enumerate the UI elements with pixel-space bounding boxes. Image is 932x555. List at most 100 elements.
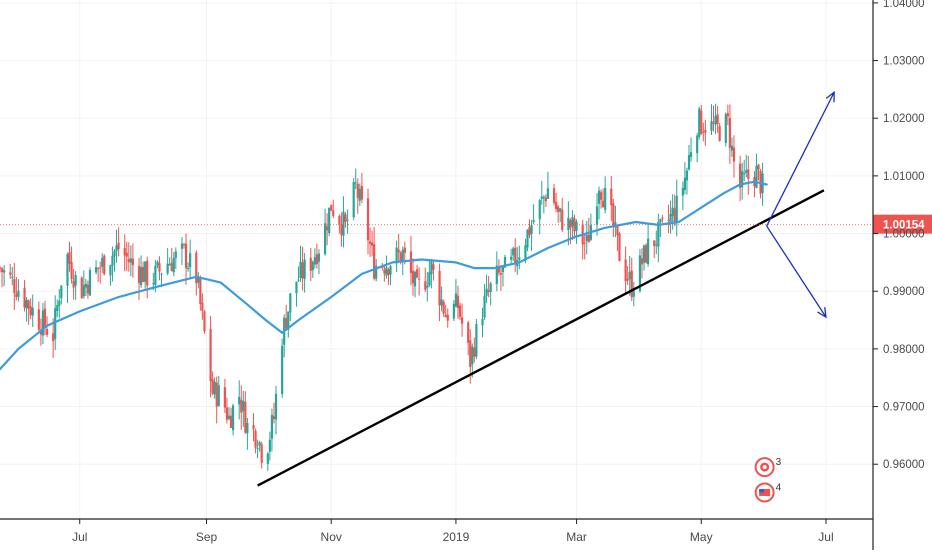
candle-body (240, 399, 243, 413)
candle-body (604, 187, 607, 210)
candle-body (561, 209, 564, 230)
candle-body (39, 330, 42, 335)
candle-body (487, 290, 490, 293)
projection-arrow-head-up (825, 90, 835, 103)
candle-body (137, 265, 141, 283)
candle-body (442, 301, 445, 314)
candle-body (37, 309, 40, 330)
moving-average-line (0, 180, 768, 371)
candle-body (755, 165, 758, 189)
candle-body (338, 216, 341, 226)
candle-body (653, 240, 656, 247)
candle-body (115, 245, 118, 252)
candle-body (252, 425, 255, 430)
candle-body (557, 206, 560, 213)
projection-arrow-head-down (817, 307, 827, 319)
candle-body (225, 407, 229, 420)
candle-body (299, 261, 302, 278)
candle-body (72, 280, 75, 288)
candle-body (745, 170, 748, 173)
candle-body (309, 257, 312, 271)
grid (0, 0, 873, 519)
candle-body (432, 264, 435, 270)
x-tick-label: 2019 (443, 530, 470, 544)
candle-body (559, 208, 562, 212)
candle-body (544, 197, 547, 202)
candle-body (644, 245, 648, 263)
candle-body (696, 135, 699, 154)
event-count-label: 3 (776, 457, 782, 468)
alert-event-marker[interactable]: 3 (754, 457, 782, 478)
candle-body (88, 270, 92, 296)
projection-arrow-up[interactable] (766, 91, 835, 227)
candle-body (160, 273, 163, 275)
candle-body (215, 382, 218, 407)
event-markers[interactable]: 34 (754, 457, 782, 503)
candle-body (29, 306, 32, 316)
candle-body (45, 329, 49, 335)
candle-body (638, 255, 642, 292)
projection-arrow-down[interactable] (766, 225, 827, 318)
candle-body (82, 285, 85, 297)
x-tick-label: Jul (818, 530, 833, 544)
candle-body (217, 385, 220, 406)
x-tick-label: May (690, 530, 713, 544)
candle-body (301, 262, 304, 279)
last-price-badge (873, 214, 932, 234)
candle-body (354, 182, 357, 184)
candle-body (172, 258, 175, 273)
candle-body (231, 405, 235, 431)
candle-body (58, 300, 61, 306)
candle-body (94, 267, 98, 273)
candle-body (340, 224, 343, 235)
candle-body (599, 192, 603, 200)
candle-body (512, 248, 515, 256)
candle-body (628, 271, 631, 280)
candle-body (203, 311, 206, 332)
candle-body (131, 258, 134, 266)
candle-body (285, 318, 288, 329)
candle-body (444, 314, 447, 318)
candle-body (184, 243, 188, 269)
candle-body (109, 265, 112, 276)
candle-body (743, 173, 746, 175)
candle-body (587, 234, 590, 243)
candle-body (195, 252, 198, 284)
candle-body (526, 229, 529, 248)
candle-body (475, 324, 478, 357)
candle-body (495, 265, 498, 284)
candle-body (227, 415, 231, 419)
candle-body (542, 196, 545, 199)
candle-body (409, 251, 413, 273)
candle-body (540, 196, 543, 199)
candle-body (166, 263, 169, 274)
candle-body (460, 317, 464, 324)
candle-body (103, 255, 106, 275)
candle-body (270, 414, 274, 439)
candle-body (352, 181, 355, 218)
candle-body (389, 266, 392, 275)
candle-body (182, 244, 186, 246)
candle-body (70, 261, 73, 279)
us-event-marker[interactable]: 4 (754, 482, 782, 503)
candle-body (642, 245, 646, 263)
candle-body (483, 295, 486, 318)
candle-body (197, 277, 200, 283)
candle-body (211, 379, 214, 394)
candle-body (514, 247, 517, 264)
candle-body (597, 190, 601, 204)
candle-body (497, 267, 500, 273)
candle-body (254, 430, 257, 448)
support-trendline[interactable] (257, 189, 825, 487)
candle-body (518, 257, 521, 260)
candle-body (268, 439, 271, 452)
drawings (257, 90, 835, 487)
y-tick-label: 1.01000 (883, 171, 925, 183)
candle-body (113, 251, 116, 257)
candle-body (446, 314, 449, 321)
candle-body (9, 272, 12, 275)
candle-body (99, 267, 102, 269)
candle-body (401, 249, 404, 262)
